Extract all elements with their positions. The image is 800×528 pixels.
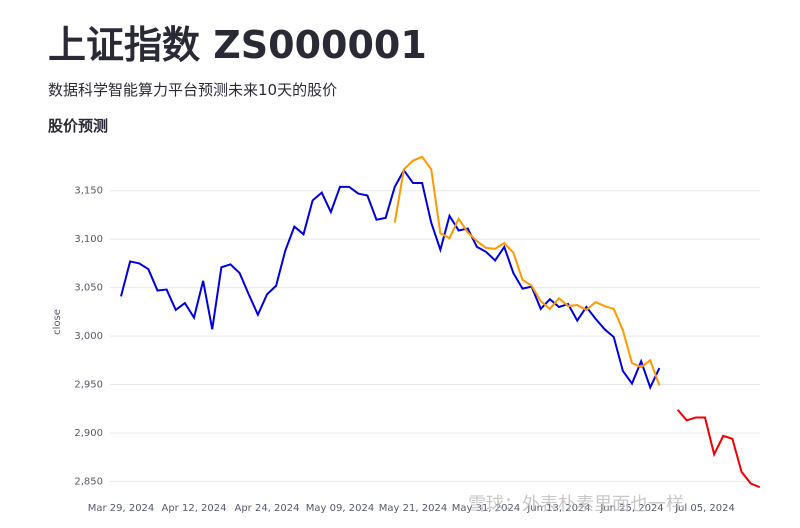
y-tick-label: 3,050 bbox=[74, 283, 103, 294]
y-tick-label: 2,950 bbox=[74, 380, 103, 391]
section-title: 股价预测 bbox=[48, 117, 109, 135]
x-tick-label: Jul 05, 2024 bbox=[674, 503, 735, 514]
x-tick-label: May 31, 2024 bbox=[452, 503, 520, 514]
subtitle: 数据科学智能算力平台预测未来10天的股价 bbox=[48, 81, 338, 99]
line-series bbox=[676, 409, 761, 489]
y-tick-label: 2,900 bbox=[74, 428, 103, 439]
line-series bbox=[393, 155, 661, 386]
y-tick-label: 3,150 bbox=[74, 186, 103, 197]
x-tick-label: May 21, 2024 bbox=[379, 503, 447, 514]
x-tick-label: May 09, 2024 bbox=[306, 503, 374, 514]
x-tick-label: Apr 12, 2024 bbox=[161, 503, 226, 514]
title: 上证指数 ZS000001 bbox=[48, 23, 427, 67]
line-series bbox=[120, 168, 661, 391]
x-tick-label: Jun 25, 2024 bbox=[599, 503, 663, 514]
y-tick-label: 3,100 bbox=[74, 234, 103, 245]
y-axis-label: close bbox=[52, 309, 63, 335]
x-tick-label: Jun 13, 2024 bbox=[526, 503, 590, 514]
y-tick-label: 2,850 bbox=[74, 476, 103, 487]
y-tick-label: 3,000 bbox=[74, 331, 103, 342]
watermark: 雪球：外表朴素里面也一样 bbox=[468, 494, 684, 515]
x-tick-label: Mar 29, 2024 bbox=[88, 503, 155, 514]
x-tick-label: Apr 24, 2024 bbox=[234, 503, 299, 514]
